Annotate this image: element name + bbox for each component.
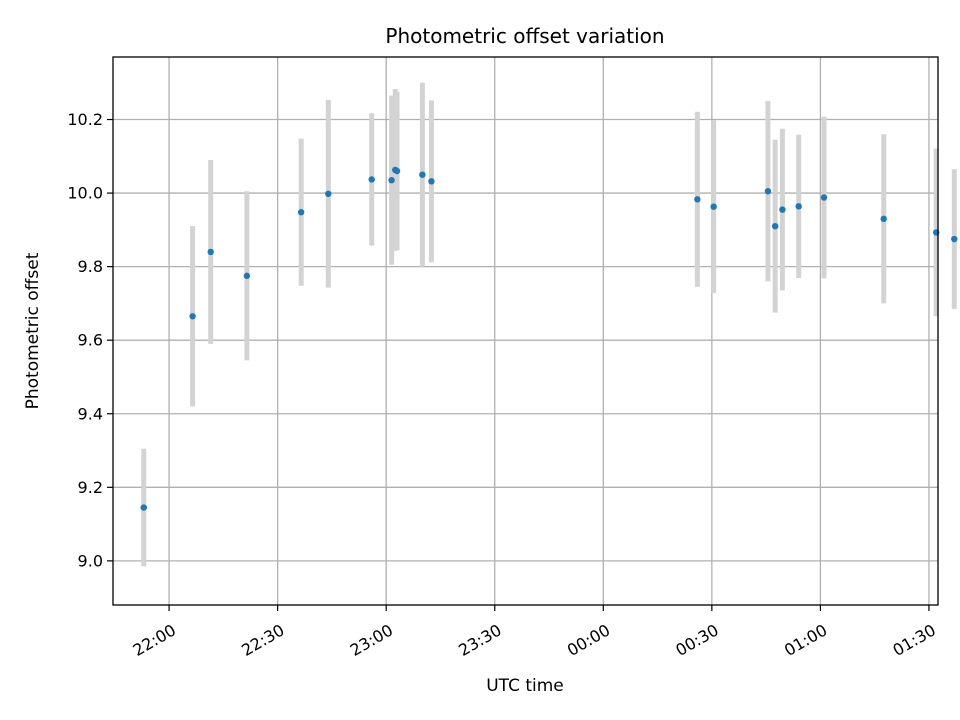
data-point	[764, 188, 772, 195]
y-tick-label: 9.4	[78, 404, 103, 423]
data-point	[771, 222, 779, 230]
data-point	[243, 272, 251, 280]
y-tick-label: 9.0	[78, 551, 103, 570]
x-tick-label: 22:00	[130, 620, 179, 660]
grid	[113, 57, 938, 605]
data-point	[820, 194, 828, 201]
data-point	[368, 176, 375, 183]
data-point	[694, 196, 701, 203]
data-point	[207, 248, 214, 256]
chart-title: Photometric offset variation	[385, 24, 664, 48]
data-point	[140, 504, 147, 511]
x-tick-label: 23:30	[455, 620, 504, 660]
y-tick-label: 9.2	[78, 478, 103, 497]
y-axis-ticks: 9.0 9.2 9.4 9.6 9.8 10.0 10.2	[67, 110, 113, 570]
data-point	[880, 215, 887, 223]
data-point	[325, 190, 332, 198]
data-points	[140, 166, 958, 511]
x-axis-ticks: 22:00 22:30 23:00 23:30 00:00 00:30 01:00 01:30…	[130, 605, 939, 660]
x-tick-label: 00:00	[564, 620, 613, 660]
data-point	[951, 235, 958, 243]
y-axis-label: Photometric offset	[23, 252, 43, 409]
data-point	[189, 313, 196, 320]
data-point	[710, 203, 717, 210]
data-point	[795, 203, 802, 210]
data-point	[419, 171, 426, 178]
data-point	[297, 209, 305, 216]
x-tick-label: 22:30	[238, 620, 287, 660]
y-tick-label: 10.0	[67, 184, 103, 203]
errorbars	[141, 82, 957, 567]
x-tick-label: 00:30	[672, 620, 721, 660]
plot-frame	[112, 56, 939, 606]
x-tick-label: 23:00	[347, 620, 396, 660]
x-tick-label: 01:00	[781, 620, 830, 660]
y-tick-label: 9.6	[78, 331, 103, 350]
y-tick-label: 9.8	[78, 257, 103, 276]
data-point	[388, 177, 395, 184]
data-point	[428, 178, 435, 185]
x-tick-label: 01:30	[890, 620, 939, 660]
y-tick-label: 10.2	[67, 110, 103, 129]
data-point	[779, 206, 786, 213]
data-point	[393, 167, 401, 175]
x-axis-label: UTC time	[486, 676, 564, 696]
